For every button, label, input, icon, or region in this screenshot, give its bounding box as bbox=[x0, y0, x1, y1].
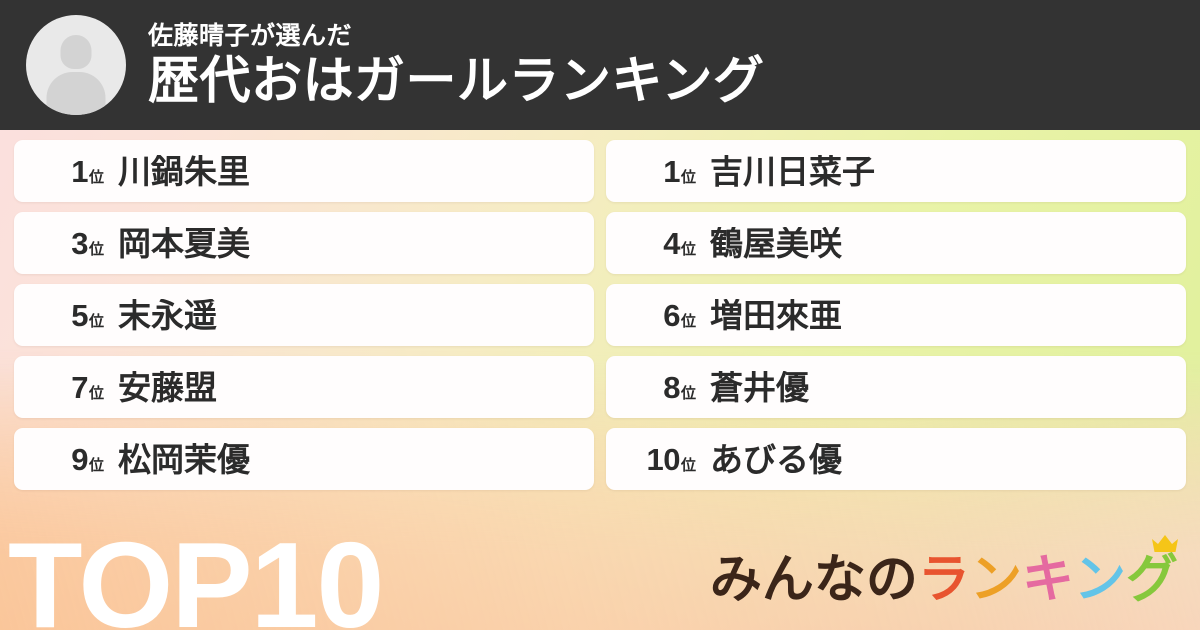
top10-label: TOP10 bbox=[8, 517, 384, 630]
list-item[interactable]: 7位 安藤盟 bbox=[14, 356, 594, 418]
rank-number: 9 bbox=[71, 441, 88, 477]
rank-badge: 1位 bbox=[32, 156, 104, 187]
rank-number: 1 bbox=[663, 153, 680, 189]
rank-number: 8 bbox=[663, 369, 680, 405]
rank-number: 10 bbox=[646, 441, 681, 477]
rank-entry-name: 吉川日菜子 bbox=[710, 154, 875, 188]
site-logo[interactable]: みんなのランキング bbox=[709, 535, 1178, 609]
list-item[interactable]: 10位 あびる優 bbox=[606, 428, 1186, 490]
rank-badge: 7位 bbox=[32, 372, 104, 403]
rank-number: 6 bbox=[663, 297, 680, 333]
rank-badge: 1位 bbox=[624, 156, 696, 187]
rank-unit: 位 bbox=[88, 240, 104, 258]
rank-entry-name: 蒼井優 bbox=[710, 370, 809, 404]
rank-entry-name: 増田來亜 bbox=[710, 298, 842, 332]
list-item[interactable]: 1位 川鍋朱里 bbox=[14, 140, 594, 202]
rank-unit: 位 bbox=[88, 456, 104, 474]
rank-badge: 6位 bbox=[624, 300, 696, 331]
list-item[interactable]: 9位 松岡茉優 bbox=[14, 428, 594, 490]
rank-number: 1 bbox=[71, 153, 88, 189]
rank-number: 4 bbox=[663, 225, 680, 261]
rank-entry-name: 岡本夏美 bbox=[118, 226, 250, 260]
rank-number: 5 bbox=[71, 297, 88, 333]
rank-entry-name: 鶴屋美咲 bbox=[710, 226, 842, 260]
header-text-block: 佐藤晴子が選んだ 歴代おはガールランキング bbox=[148, 22, 765, 109]
crown-icon bbox=[1152, 535, 1178, 552]
logo-char-n1: ン bbox=[969, 551, 1022, 609]
rank-badge: 5位 bbox=[32, 300, 104, 331]
ranking-column-right: 1位 吉川日菜子 4位 鶴屋美咲 6位 増田來亜 8位 蒼井優 10位 あびる優 bbox=[606, 140, 1186, 490]
rank-badge: 4位 bbox=[624, 228, 696, 259]
rank-badge: 8位 bbox=[624, 372, 696, 403]
rank-entry-name: 末永遥 bbox=[118, 298, 217, 332]
rank-unit: 位 bbox=[680, 312, 696, 330]
logo-char-ki: キ bbox=[1021, 551, 1074, 609]
logo-char-gu-wrapper: グ bbox=[1125, 535, 1178, 609]
rank-entry-name: あびる優 bbox=[710, 442, 842, 476]
list-item[interactable]: 6位 増田來亜 bbox=[606, 284, 1186, 346]
rank-entry-name: 松岡茉優 bbox=[118, 442, 250, 476]
logo-char-gu: グ bbox=[1125, 551, 1178, 609]
list-item[interactable]: 1位 吉川日菜子 bbox=[606, 140, 1186, 202]
rank-unit: 位 bbox=[88, 384, 104, 402]
ranking-column-left: 1位 川鍋朱里 3位 岡本夏美 5位 末永遥 7位 安藤盟 9位 松岡茉優 bbox=[14, 140, 594, 490]
logo-text-minnano: みんなの bbox=[709, 551, 918, 609]
header-subtitle: 佐藤晴子が選んだ bbox=[148, 22, 353, 50]
rank-unit: 位 bbox=[680, 168, 696, 186]
rank-badge: 9位 bbox=[32, 444, 104, 475]
page-title: 歴代おはガールランキング bbox=[148, 52, 765, 109]
avatar-head-shape bbox=[60, 35, 92, 69]
list-item[interactable]: 3位 岡本夏美 bbox=[14, 212, 594, 274]
logo-char-n2: ン bbox=[1073, 551, 1126, 609]
user-avatar-icon bbox=[26, 15, 126, 115]
list-item[interactable]: 8位 蒼井優 bbox=[606, 356, 1186, 418]
rank-entry-name: 安藤盟 bbox=[118, 370, 217, 404]
rank-unit: 位 bbox=[680, 384, 696, 402]
rank-number: 7 bbox=[71, 369, 88, 405]
rank-badge: 3位 bbox=[32, 228, 104, 259]
rank-entry-name: 川鍋朱里 bbox=[118, 154, 250, 188]
avatar-body-shape bbox=[46, 72, 106, 115]
rank-badge: 10位 bbox=[624, 441, 697, 477]
rank-number: 3 bbox=[71, 225, 88, 261]
list-item[interactable]: 5位 末永遥 bbox=[14, 284, 594, 346]
rank-unit: 位 bbox=[680, 240, 696, 258]
header-bar: 佐藤晴子が選んだ 歴代おはガールランキング bbox=[0, 0, 1200, 130]
list-item[interactable]: 4位 鶴屋美咲 bbox=[606, 212, 1186, 274]
rank-unit: 位 bbox=[88, 312, 104, 330]
rank-unit: 位 bbox=[680, 456, 696, 474]
rank-unit: 位 bbox=[88, 168, 104, 186]
logo-char-ra: ラ bbox=[917, 551, 970, 609]
ranking-list: 1位 川鍋朱里 3位 岡本夏美 5位 末永遥 7位 安藤盟 9位 松岡茉優 1 bbox=[0, 140, 1200, 490]
